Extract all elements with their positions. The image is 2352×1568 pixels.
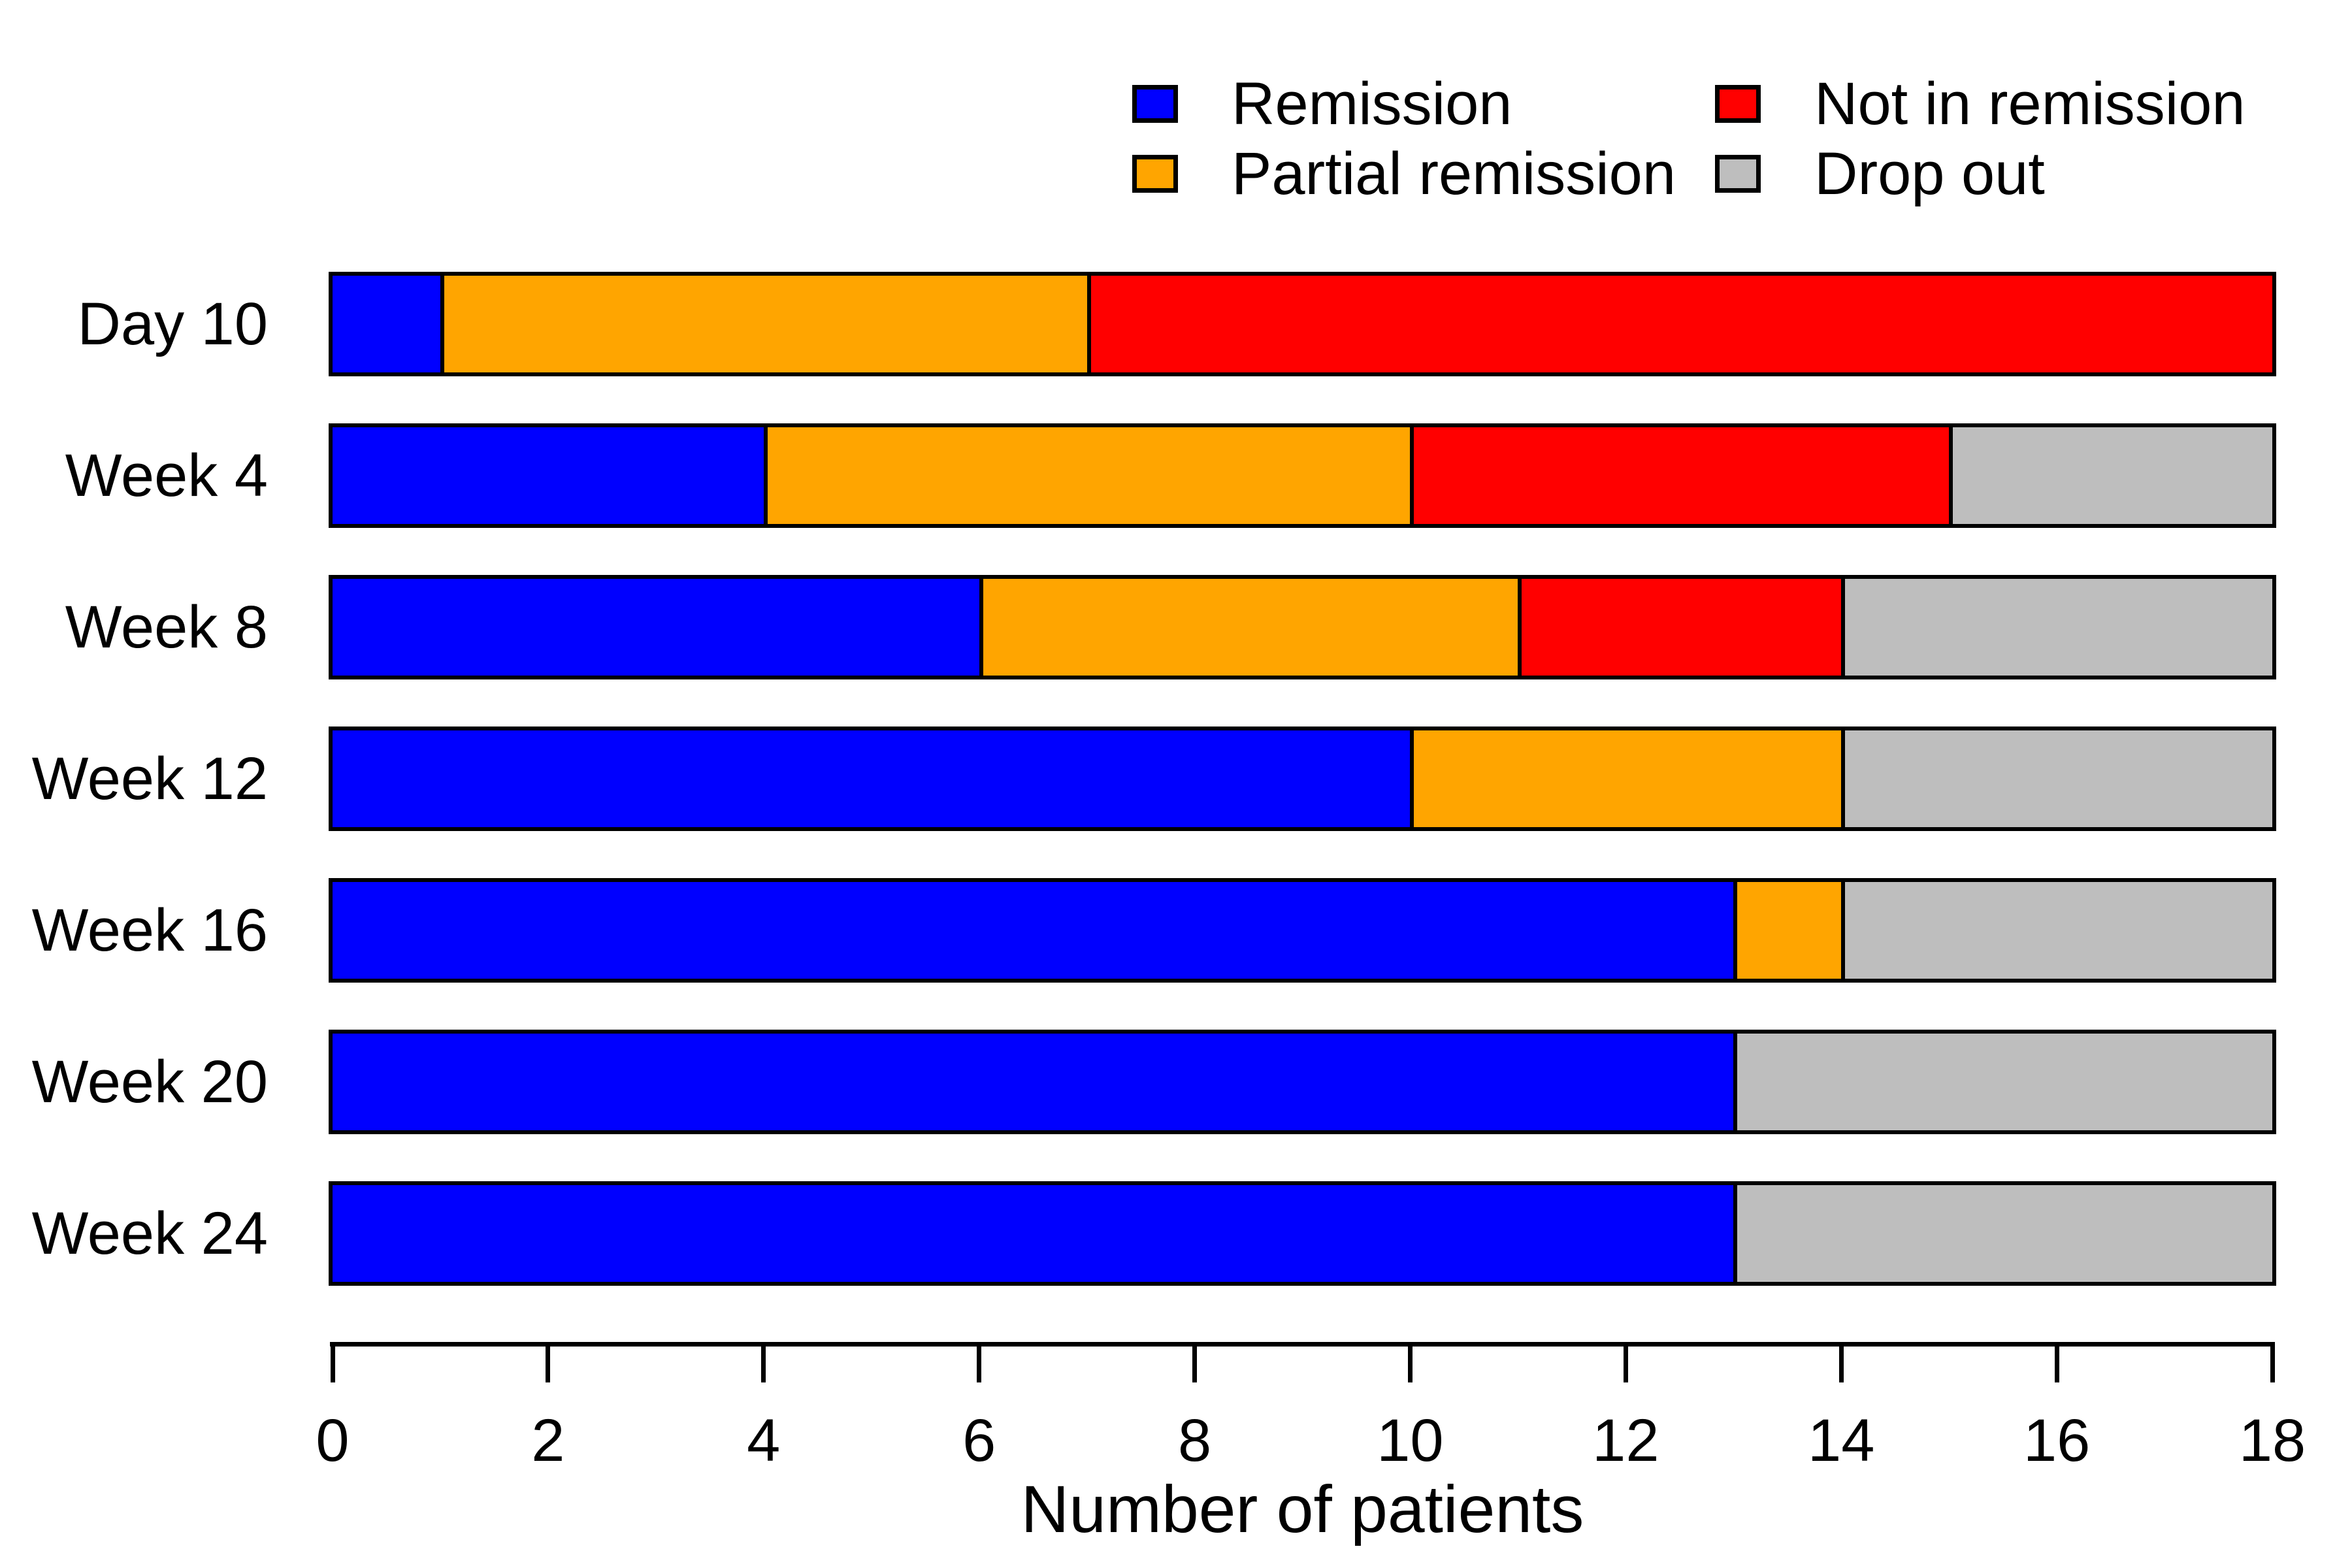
legend-label-remission: Remission — [1232, 71, 1512, 137]
bar-segment-partial-remission — [1733, 882, 1842, 979]
bar-segment-drop-out — [1841, 730, 2272, 827]
x-tick-10 — [1407, 1347, 1413, 1382]
x-tick-16 — [2054, 1347, 2059, 1382]
legend-item-not-in-remission: Not in remission — [1715, 68, 2246, 140]
x-tick-12 — [1623, 1347, 1628, 1382]
x-tick-label-14: 14 — [1808, 1407, 1875, 1474]
bar-segment-remission — [333, 276, 440, 372]
bar-segment-drop-out — [1841, 579, 2272, 676]
legend-swatch-partial-remission-icon — [1132, 155, 1178, 193]
bar-segment-remission — [333, 730, 1411, 827]
x-tick-label-12: 12 — [1592, 1407, 1659, 1474]
legend-label-drop-out: Drop out — [1814, 140, 2045, 207]
x-tick-label-2: 2 — [531, 1407, 565, 1474]
bar-segment-not-in-remission — [1410, 427, 1950, 524]
bar-row-week-8 — [329, 575, 2276, 679]
y-axis-label-week-8: Week 8 — [65, 594, 268, 661]
bar-segment-not-in-remission — [1086, 276, 2272, 372]
x-tick-14 — [1838, 1347, 1844, 1382]
bar-segment-remission — [333, 427, 764, 524]
x-tick-label-10: 10 — [1377, 1407, 1444, 1474]
x-tick-4 — [761, 1347, 766, 1382]
legend-label-partial-remission: Partial remission — [1232, 140, 1676, 207]
bar-row-week-24 — [329, 1181, 2276, 1286]
bar-segment-drop-out — [1733, 1034, 2272, 1130]
y-axis-label-week-20: Week 20 — [31, 1049, 268, 1115]
legend-swatch-not-in-remission-icon — [1715, 85, 1761, 123]
bar-row-week-20 — [329, 1030, 2276, 1134]
bar-segment-remission — [333, 579, 979, 676]
legend-label-not-in-remission: Not in remission — [1814, 71, 2246, 137]
x-tick-18 — [2270, 1347, 2275, 1382]
bar-segment-partial-remission — [440, 276, 1087, 372]
bar-segment-drop-out — [1733, 1185, 2272, 1282]
x-axis-line — [330, 1342, 2275, 1347]
y-axis-label-day-10: Day 10 — [77, 291, 269, 357]
x-tick-label-0: 0 — [316, 1407, 350, 1474]
bar-segment-drop-out — [1949, 427, 2272, 524]
legend-item-remission: Remission — [1132, 68, 1512, 140]
x-tick-2 — [546, 1347, 551, 1382]
x-tick-6 — [977, 1347, 982, 1382]
bar-segment-drop-out — [1841, 882, 2272, 979]
bar-segment-remission — [333, 1185, 1734, 1282]
x-axis-title: Number of patients — [1021, 1472, 1584, 1546]
x-tick-8 — [1192, 1347, 1198, 1382]
bar-row-day-10 — [329, 272, 2276, 376]
bar-segment-remission — [333, 1034, 1734, 1130]
legend-swatch-remission-icon — [1132, 85, 1178, 123]
legend-swatch-drop-out-icon — [1715, 155, 1761, 193]
x-tick-label-6: 6 — [962, 1407, 996, 1474]
x-tick-label-18: 18 — [2238, 1407, 2306, 1474]
legend-item-partial-remission: Partial remission — [1132, 138, 1676, 210]
bar-segment-partial-remission — [1410, 730, 1842, 827]
y-axis-label-week-4: Week 4 — [65, 442, 268, 509]
bar-segment-not-in-remission — [1518, 579, 1842, 676]
x-tick-label-16: 16 — [2023, 1407, 2091, 1474]
bar-row-week-4 — [329, 423, 2276, 528]
bar-segment-partial-remission — [979, 579, 1518, 676]
bar-row-week-12 — [329, 727, 2276, 831]
x-tick-label-4: 4 — [747, 1407, 781, 1474]
x-tick-label-8: 8 — [1177, 1407, 1212, 1474]
y-axis-label-week-12: Week 12 — [31, 745, 268, 812]
y-axis-label-week-16: Week 16 — [31, 897, 268, 964]
bar-segment-remission — [333, 882, 1734, 979]
legend-item-drop-out: Drop out — [1715, 138, 2045, 210]
y-axis-label-week-24: Week 24 — [31, 1200, 268, 1267]
bar-row-week-16 — [329, 878, 2276, 983]
bar-segment-partial-remission — [763, 427, 1411, 524]
x-tick-0 — [330, 1347, 335, 1382]
